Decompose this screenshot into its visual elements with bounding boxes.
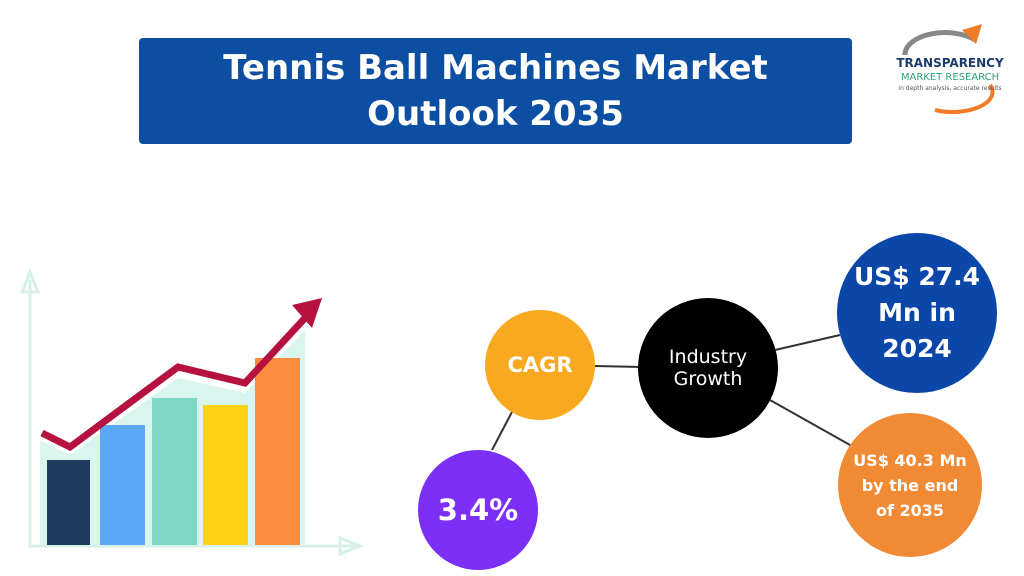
logo-name: TRANSPARENCY [896, 56, 1004, 70]
connector [594, 365, 641, 368]
node-industry: Industry Growth [638, 298, 778, 438]
axis-arrow [338, 535, 365, 557]
logo-arc [934, 83, 995, 115]
trend-arrow [40, 315, 308, 452]
trend-arrowhead [292, 298, 322, 328]
logo-subname: MARKET RESEARCH [900, 72, 1000, 83]
node-cagr: CAGR [485, 310, 595, 420]
connector [774, 334, 841, 351]
icon-bar [255, 358, 300, 545]
icon-bar [47, 460, 90, 545]
node-2035: US$ 40.3 Mn by the end of 2035 [838, 413, 982, 557]
node-rate: 3.4% [418, 450, 538, 570]
icon-bar [203, 405, 248, 545]
logo-arrow [962, 24, 982, 44]
connector [769, 399, 851, 446]
connector [491, 411, 513, 451]
logo-tagline: in depth analysis, accurate results [898, 85, 1002, 92]
title: Tennis Ball Machines Market Outlook 2035 [139, 38, 852, 144]
icon-bar [100, 425, 145, 545]
node-2024: US$ 27.4 Mn in 2024 [837, 233, 997, 393]
logo-arc [902, 30, 977, 56]
axis-arrow [19, 267, 41, 294]
icon-bar [152, 398, 197, 545]
